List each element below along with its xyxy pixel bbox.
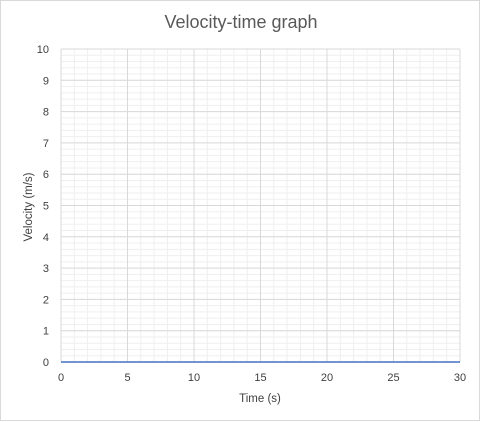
y-tick-label: 2 — [43, 294, 49, 306]
x-axis-label: Time (s) — [239, 393, 281, 405]
y-tick-label: 3 — [43, 263, 49, 275]
y-tick-label: 8 — [43, 107, 49, 119]
y-tick-label: 7 — [43, 138, 49, 150]
chart-title: Velocity-time graph — [164, 12, 317, 32]
x-tick-label: 10 — [188, 372, 200, 384]
x-tick-label: 25 — [387, 372, 399, 384]
y-tick-label: 0 — [43, 357, 49, 369]
y-axis-ticks: 0 1 2 3 4 5 6 7 8 9 10 — [37, 44, 49, 369]
x-tick-label: 20 — [321, 372, 333, 384]
y-tick-label: 5 — [43, 201, 49, 213]
y-axis-label: Velocity (m/s) — [23, 172, 35, 241]
major-grid — [60, 48, 461, 363]
y-tick-label: 1 — [43, 326, 49, 338]
y-tick-label: 6 — [43, 169, 49, 181]
y-tick-label: 10 — [37, 44, 49, 56]
x-tick-label: 30 — [454, 372, 466, 384]
x-tick-label: 5 — [124, 372, 130, 384]
x-tick-label: 15 — [254, 372, 266, 384]
x-tick-label: 0 — [58, 372, 64, 384]
y-tick-label: 9 — [43, 75, 49, 87]
x-axis-ticks: 0 5 10 15 20 25 30 — [58, 372, 466, 384]
y-tick-label: 4 — [43, 232, 49, 244]
